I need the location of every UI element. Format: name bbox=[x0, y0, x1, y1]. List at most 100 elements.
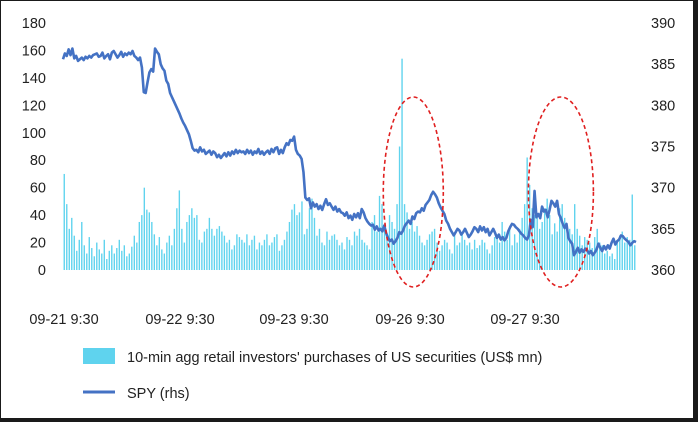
bar bbox=[266, 234, 268, 270]
bar bbox=[481, 239, 483, 270]
bar bbox=[68, 228, 70, 270]
bar bbox=[148, 212, 151, 270]
bar bbox=[559, 208, 561, 270]
bar bbox=[448, 249, 451, 270]
left-y-tick-label: 180 bbox=[22, 16, 46, 32]
bar bbox=[589, 242, 591, 270]
right-y-axis: 360 365 370 375 380 385 390 bbox=[651, 16, 675, 279]
bar bbox=[286, 231, 288, 270]
bar bbox=[431, 231, 433, 270]
bar bbox=[293, 204, 296, 270]
bar bbox=[201, 242, 203, 270]
bar bbox=[436, 242, 438, 270]
bar bbox=[453, 235, 456, 270]
legend: 10-min agg retail investors' purchases o… bbox=[83, 348, 542, 402]
bar bbox=[221, 231, 223, 270]
bar bbox=[413, 231, 416, 270]
bar bbox=[291, 209, 293, 270]
bar bbox=[421, 242, 423, 270]
bar bbox=[303, 234, 306, 270]
bar bbox=[278, 250, 281, 270]
left-y-tick-label: 60 bbox=[30, 181, 46, 197]
bar bbox=[151, 221, 153, 270]
bar bbox=[118, 239, 120, 270]
bar bbox=[311, 198, 313, 270]
bar bbox=[171, 245, 173, 270]
bar bbox=[341, 242, 343, 270]
bar bbox=[111, 245, 113, 270]
left-y-tick-label: 120 bbox=[22, 98, 46, 114]
bar bbox=[251, 239, 253, 270]
bar bbox=[438, 250, 441, 270]
bar bbox=[508, 228, 511, 270]
bar bbox=[423, 245, 426, 270]
bar bbox=[88, 237, 90, 270]
bar bbox=[116, 248, 118, 270]
bar bbox=[516, 242, 518, 270]
bar bbox=[96, 242, 98, 270]
spy-line bbox=[61, 47, 637, 257]
bar bbox=[348, 239, 351, 270]
bar bbox=[381, 204, 383, 270]
bar bbox=[433, 228, 436, 270]
bar bbox=[228, 239, 231, 270]
bar bbox=[398, 146, 401, 270]
left-y-tick-label: 40 bbox=[30, 208, 46, 224]
right-y-tick-label: 390 bbox=[651, 16, 675, 32]
bar bbox=[531, 208, 533, 270]
bar bbox=[356, 235, 358, 270]
bar bbox=[468, 242, 471, 270]
bar bbox=[191, 208, 193, 270]
bar bbox=[408, 228, 411, 270]
bar bbox=[203, 231, 206, 270]
bar bbox=[456, 245, 458, 270]
highlight-ellipse bbox=[527, 96, 595, 288]
bar bbox=[198, 239, 201, 270]
bar bbox=[261, 245, 263, 270]
bar bbox=[331, 235, 333, 270]
bar bbox=[536, 217, 538, 270]
bar bbox=[253, 235, 256, 270]
bar bbox=[231, 249, 233, 270]
bar bbox=[81, 221, 83, 270]
bar bbox=[123, 245, 125, 270]
bar bbox=[186, 221, 188, 270]
bar bbox=[243, 242, 246, 270]
bar bbox=[316, 235, 318, 270]
bar bbox=[373, 215, 376, 270]
bar bbox=[241, 239, 243, 270]
bar bbox=[256, 249, 258, 270]
bar bbox=[181, 228, 183, 270]
left-y-tick-label: 160 bbox=[22, 43, 46, 59]
highlight-ellipses bbox=[382, 96, 595, 288]
bar-series-retail-purchases bbox=[63, 58, 636, 271]
bar bbox=[63, 173, 65, 270]
bar bbox=[271, 242, 273, 270]
bar bbox=[566, 231, 568, 270]
bar bbox=[301, 201, 303, 270]
bar bbox=[581, 245, 583, 270]
bar bbox=[511, 245, 513, 270]
bar bbox=[366, 245, 368, 270]
bar bbox=[361, 239, 363, 270]
bar bbox=[321, 242, 323, 270]
bar bbox=[103, 239, 105, 270]
bar bbox=[238, 237, 241, 270]
bar bbox=[586, 239, 588, 270]
bar bbox=[208, 217, 211, 270]
bar bbox=[371, 221, 373, 270]
bar bbox=[604, 253, 606, 270]
bar bbox=[168, 235, 171, 270]
bar bbox=[538, 228, 541, 270]
bar bbox=[71, 217, 73, 270]
right-y-tick-label: 360 bbox=[651, 263, 675, 279]
bar bbox=[281, 245, 283, 270]
bar bbox=[564, 217, 566, 270]
bar bbox=[463, 239, 466, 270]
bar bbox=[406, 212, 408, 270]
bar bbox=[631, 194, 633, 270]
bar bbox=[83, 245, 85, 270]
bar bbox=[346, 237, 348, 270]
bar bbox=[486, 249, 488, 270]
bar bbox=[283, 239, 286, 270]
